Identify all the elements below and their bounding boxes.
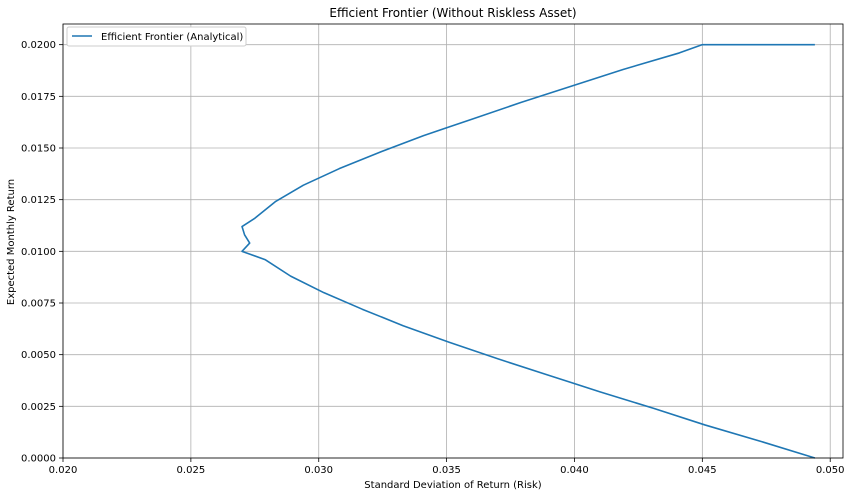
y-tick-label: 0.0200 (21, 40, 56, 51)
x-tick-label: 0.040 (560, 465, 589, 476)
y-tick-label: 0.0000 (21, 454, 56, 465)
axes (59, 23, 844, 462)
y-tick-label: 0.0075 (21, 299, 56, 310)
y-tick-label: 0.0050 (21, 350, 56, 361)
y-tick-label: 0.0150 (21, 144, 56, 155)
y-tick-label: 0.0025 (21, 402, 56, 413)
x-tick-label: 0.025 (177, 465, 206, 476)
x-tick-label: 0.030 (304, 465, 333, 476)
x-tick-label: 0.035 (432, 465, 461, 476)
y-tick-label: 0.0125 (21, 195, 56, 206)
x-tick-label: 0.050 (816, 465, 845, 476)
series-line-0 (241, 43, 816, 459)
y-axis-label: Expected Monthly Return (6, 179, 17, 305)
legend: Efficient Frontier (Analytical) (66, 26, 247, 47)
x-axis-label: Standard Deviation of Return (Risk) (364, 480, 541, 491)
chart-title: Efficient Frontier (Without Riskless Ass… (329, 6, 576, 20)
y-tick-label: 0.0100 (21, 247, 56, 258)
grid-lines (62, 24, 843, 459)
tick-labels: 0.020 0.025 0.030 0.035 0.040 0.045 0.050 0.000… (21, 40, 845, 476)
y-tick-label: 0.0175 (21, 92, 56, 103)
series-layer (241, 43, 816, 459)
x-tick-label: 0.045 (688, 465, 717, 476)
legend-label: Efficient Frontier (Analytical) (101, 32, 243, 43)
plot-frame (62, 23, 844, 459)
x-tick-label: 0.020 (49, 465, 78, 476)
legend-box (66, 26, 247, 47)
